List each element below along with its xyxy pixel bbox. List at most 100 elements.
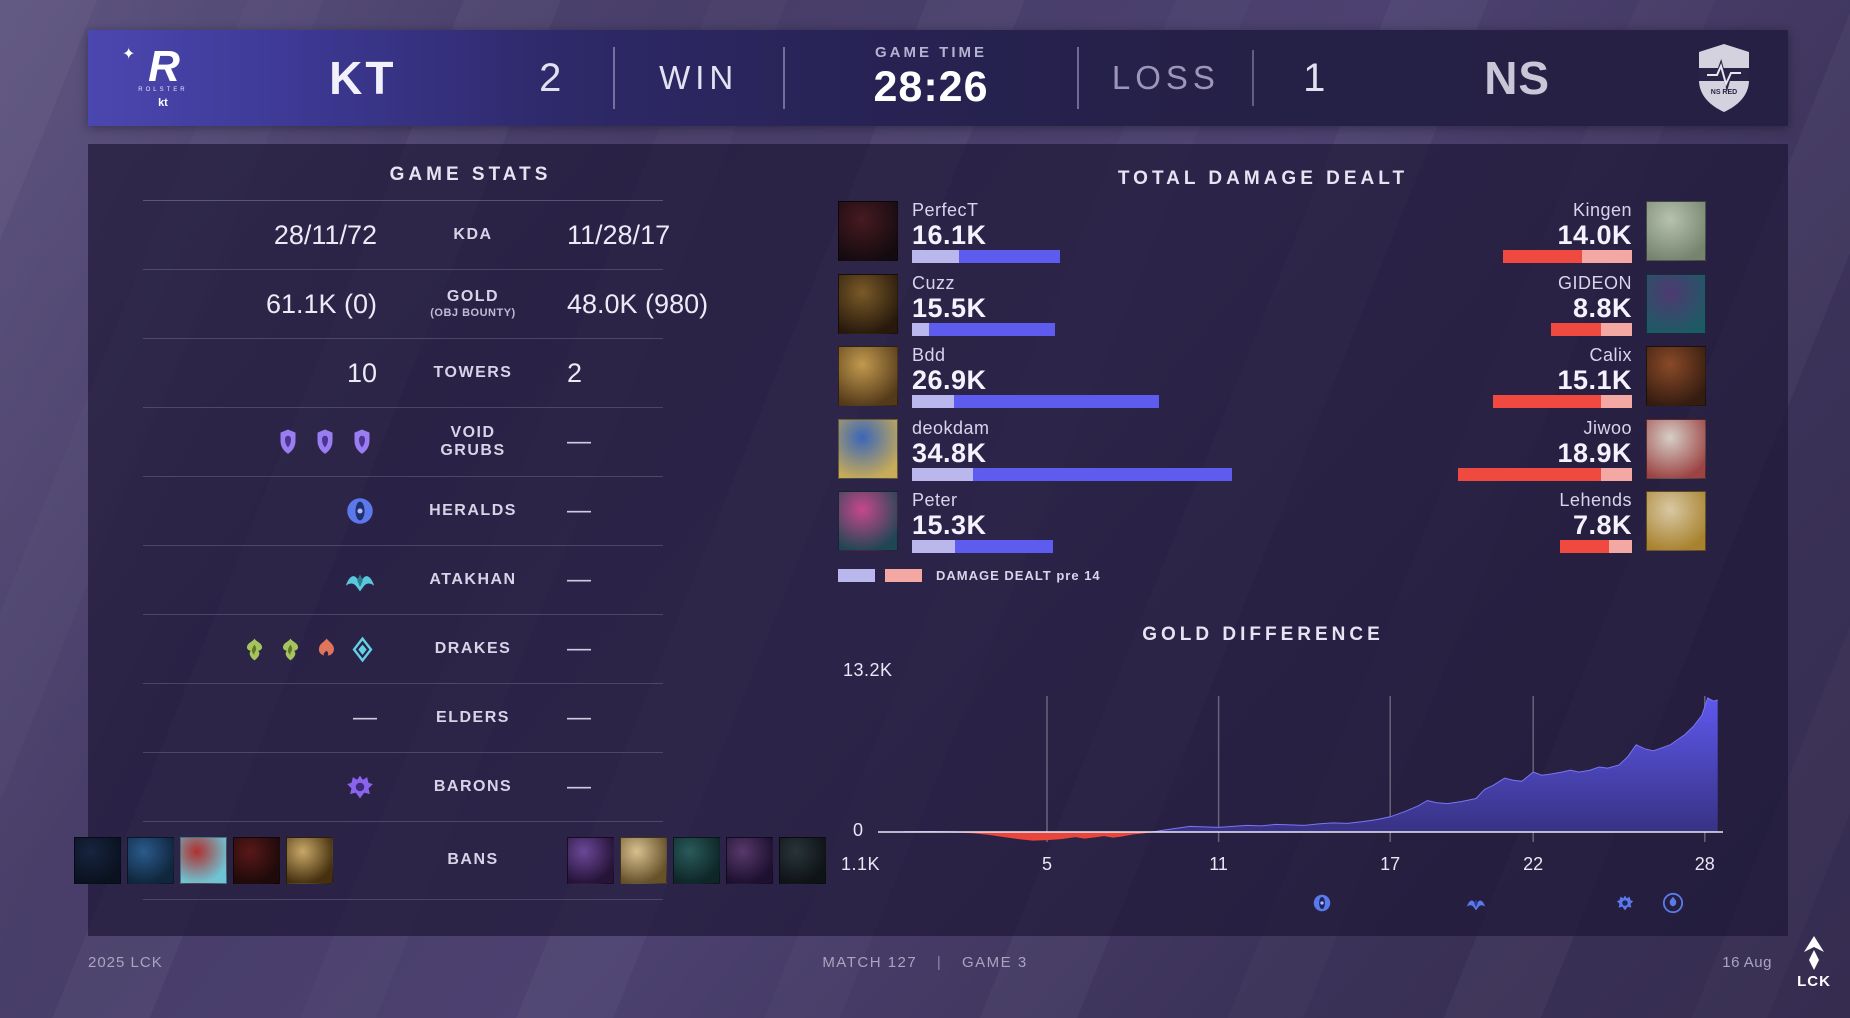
stat-row-barons: BARONS — [143,753,663,822]
damage-value: 34.8K [912,437,987,468]
divider [612,47,615,109]
match-number: MATCH 127 [822,954,918,971]
game-time-block: GAME TIME 28:26 [785,30,1078,126]
stat-label: HERALDS [429,501,517,519]
stat-left-value: 10 [346,357,377,388]
damage-bar-pre14-segment [912,467,973,481]
damage-bar [912,467,1233,481]
stat-right-value: — [567,566,591,593]
damage-bar-pre14-segment [1600,395,1632,408]
stat-left-value [143,770,393,804]
ban-portrait [779,837,826,884]
ban-portrait [620,837,667,884]
player-name: Cuzz [912,272,956,293]
stat-label: ELDERS [436,708,510,726]
damage-bar [1493,395,1632,408]
gold-difference-chart: 13.2K 0 1.1K 5 11 17 22 28 [713,144,1788,936]
damage-bar-post14-segment [958,250,1061,263]
player-name: deokdam [912,417,990,438]
kt-logo-kt-text: kt [158,97,168,110]
game-number: GAME 3 [961,954,1028,971]
stat-left-value: 28/11/72 [273,219,377,250]
ban-portrait [180,837,227,884]
svg-text:NS RED: NS RED [1711,89,1737,96]
right-team-name: NS [1484,52,1551,104]
damage-row-cuzz: Cuzz 15.5K [838,273,1258,346]
stat-row-bans: BANS [74,822,826,900]
stat-left-value [143,563,393,597]
stat-label: VOID GRUBS [440,423,506,459]
damage-bar-post14-segment [955,540,1053,553]
x-axis-tick-label: 22 [1523,854,1544,874]
drake-event-icon [1662,892,1684,914]
stat-row-towers: 10 TOWERS 2 [143,339,663,408]
champion-portrait [838,273,898,334]
damage-row-jiwoo: Jiwoo 18.9K [1286,418,1706,491]
lck-logo: LCK [1782,936,1846,990]
damage-value: 15.3K [912,510,987,540]
divider [782,47,785,109]
damage-row-perfect: PerfecT 16.1K [838,200,1258,273]
damage-bar-pre14-segment [912,250,959,263]
damage-bar [1560,540,1632,553]
damage-bar [1458,467,1632,481]
damage-row-calix: Calix 15.1K [1286,345,1706,418]
left-team-result: WIN [659,59,739,96]
stat-left-value: — [353,704,377,731]
ban-portrait [673,837,720,884]
ban-portrait [726,837,773,884]
void-grub-icon [273,427,303,457]
void-grub-icon [347,427,377,457]
damage-value: 15.5K [912,292,987,323]
stat-right-value: — [567,497,591,524]
stat-right-value: — [567,704,591,731]
damage-bar-post14-segment [1503,250,1583,263]
stat-row-heralds: HERALDS — [143,477,663,546]
damage-bar [912,250,1061,263]
damage-row-deokdam: deokdam 34.8K [838,418,1258,491]
atakhan-event-icon [1465,892,1487,914]
stat-label: BANS [447,851,499,869]
infernal-drake-icon [312,635,341,664]
herald-icon [343,494,377,528]
left-team-name: KT [329,52,397,104]
game-time-value: 28:26 [873,63,989,111]
score-header: R ✦ ROLSTER kt KT 2 WIN GAME TIME 28:26 … [88,30,1788,126]
damage-bar-post14-segment [1458,467,1601,481]
baron-event-icon [1614,892,1636,914]
champion-portrait [1646,201,1706,261]
y-axis-max-label: 13.2K [843,660,893,680]
total-damage-title: TOTAL DAMAGE DEALT [1117,168,1409,189]
right-team-score: 1 [1303,55,1326,100]
game-stats-title: GAME STATS [389,164,552,185]
separator: | [936,954,943,971]
y-axis-min-label: 1.1K [841,854,881,874]
void-grub-icon [310,427,340,457]
champion-portrait [1646,273,1706,334]
game-time-label: GAME TIME [875,44,987,61]
ban-portrait [127,837,174,884]
damage-row-kingen: Kingen 14.0K [1286,200,1706,273]
damage-value: 26.9K [912,365,987,395]
stat-left-value [143,427,393,457]
right-team-result: LOSS [1111,59,1220,96]
stat-label: TOWERS [433,363,513,381]
left-team-score: 2 [539,55,562,100]
stat-left-value: 61.1K (0) [265,288,377,319]
damage-bar-post14-segment [954,395,1160,408]
gold-difference-title: GOLD DIFFERENCE [1142,624,1384,645]
damage-bar-post14-segment [929,322,1055,336]
stat-label: KDA [453,225,493,243]
stat-left-value [143,635,393,664]
stat-right-value: — [567,635,591,662]
match-info: MATCH 127 | GAME 3 [0,954,1850,971]
y-axis-zero-label: 0 [853,820,864,840]
ban-portrait [233,837,280,884]
legend-swatch-red-pre14 [885,569,922,582]
baron-icon [343,770,377,804]
champion-portrait [838,418,898,479]
damage-value: 18.9K [1557,437,1632,468]
hextech-drake-icon [348,635,377,664]
match-date: 16 Aug [1722,954,1772,971]
player-name: Bdd [912,345,946,365]
